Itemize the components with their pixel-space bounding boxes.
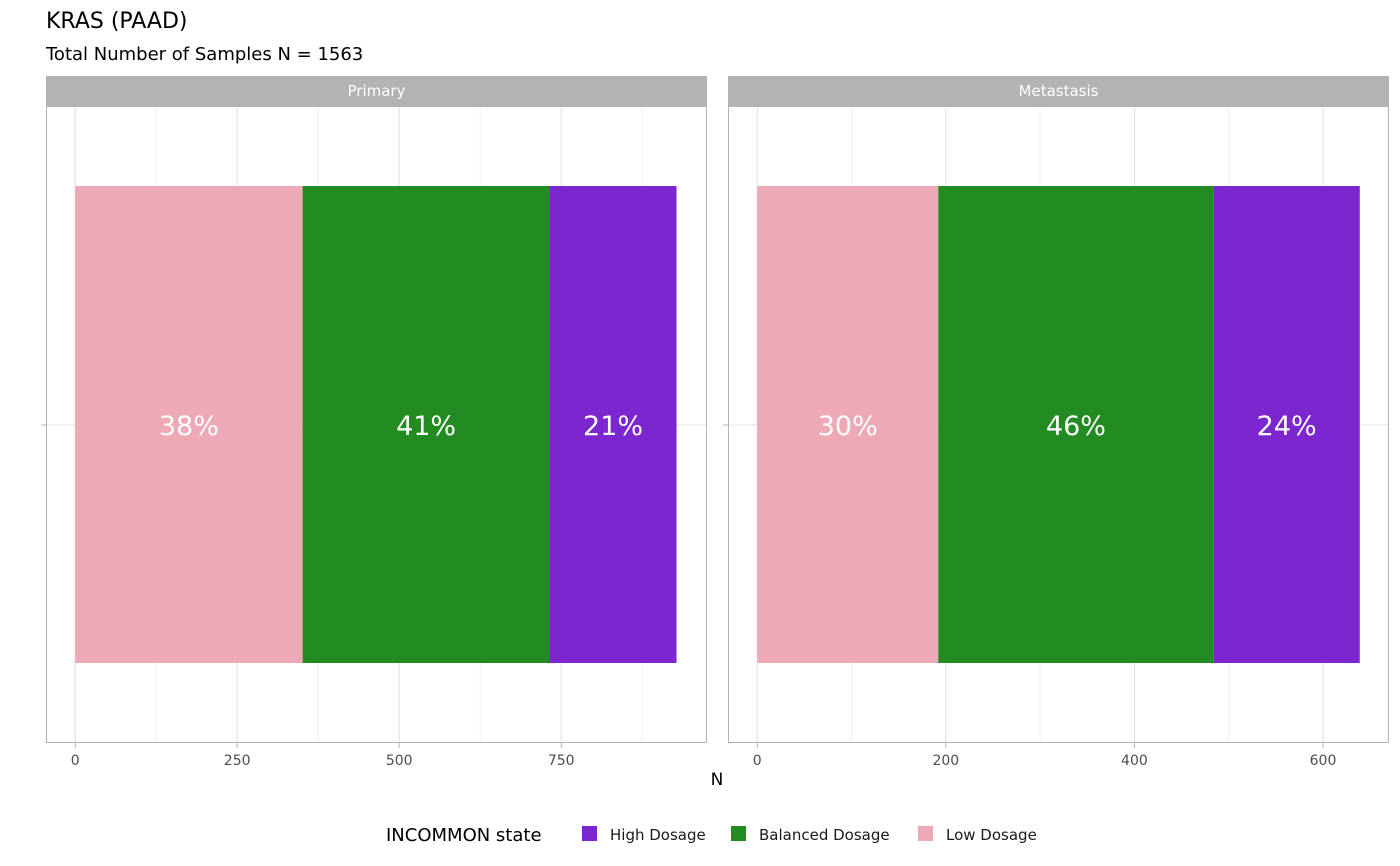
bar-label: 38% [159,411,219,442]
x-tick-label: 400 [1121,753,1148,769]
bar-low-dosage [757,186,939,663]
legend-item-balanced-dosage: Balanced Dosage [731,826,890,844]
facet-strip [46,76,707,106]
x-tick-label: 200 [932,753,959,769]
x-tick-label: 500 [386,753,413,769]
chart-subtitle: Total Number of Samples N = 1563 [45,44,363,65]
bar-low-dosage [75,186,303,663]
x-tick-label: 250 [224,753,251,769]
legend-label: Low Dosage [946,826,1037,844]
bar-balanced-dosage [302,186,550,663]
facet-strip-label: Metastasis [1019,82,1099,100]
legend-label: Balanced Dosage [759,826,890,844]
legend: INCOMMON state High Dosage Balanced Dosag… [386,825,1037,846]
bar-high-dosage [549,186,677,663]
legend-item-low-dosage: Low Dosage [918,826,1037,844]
panel-primary: Primary 38% 41% 21% 0 250 500 750 [41,76,707,769]
facet-strip-label: Primary [348,82,406,100]
chart-title: KRAS (PAAD) [46,9,188,34]
legend-swatch [731,826,746,841]
legend-swatch [582,826,597,841]
panel-border [46,106,707,743]
panel-metastasis: Metastasis 30% 46% 24% 0 200 400 600 [723,76,1389,769]
x-axis-title: N [711,770,724,790]
bar-label: 46% [1046,411,1106,442]
facet-panels: Primary 38% 41% 21% 0 250 500 750 Metastasis 30% 4… [41,76,1389,769]
bar-label: 41% [396,411,456,442]
legend-item-high-dosage: High Dosage [582,826,706,844]
legend-label: High Dosage [610,826,706,844]
x-tick-label: 600 [1310,753,1337,769]
bar-label: 30% [818,411,878,442]
bar-label: 24% [1257,411,1317,442]
legend-title: INCOMMON state [386,825,542,846]
x-tick-label: 0 [753,753,762,769]
bar-label: 21% [583,411,643,442]
x-tick-label: 0 [71,753,80,769]
bar-high-dosage [1213,186,1360,663]
bar-balanced-dosage [938,186,1214,663]
panel-border [728,106,1389,743]
legend-items: High Dosage Balanced Dosage Low Dosage [582,826,1037,844]
x-tick-label: 750 [548,753,575,769]
facet-strip [728,76,1389,106]
legend-swatch [918,826,933,841]
